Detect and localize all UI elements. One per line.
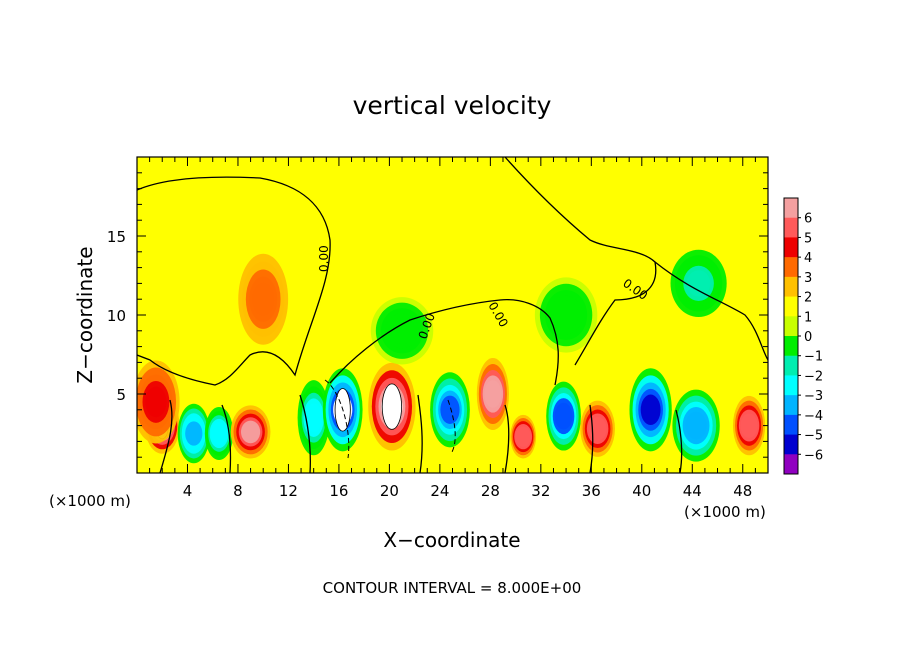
colorbar-swatch-7 (784, 336, 798, 357)
velocity-cell-11-ring-4 (515, 426, 531, 447)
x-unit-right: (×1000 m) (684, 503, 766, 521)
x-tick-label-48: 48 (733, 482, 752, 500)
axis-ticks (137, 157, 768, 473)
x-tick-label-24: 24 (430, 482, 449, 500)
velocity-cell-6-ring-4 (305, 403, 323, 432)
x-tick-label-12: 12 (279, 482, 298, 500)
colorbar-swatch-5 (784, 296, 798, 317)
y-axis-label: Z−coordinate (73, 246, 97, 383)
colorbar-swatch-9 (784, 375, 798, 396)
velocity-cell-17-ring-4 (740, 413, 758, 438)
chart-title: vertical velocity (353, 91, 552, 120)
x-tick-label-36: 36 (582, 482, 601, 500)
zero-contours (137, 157, 768, 473)
x-axis-label: X−coordinate (383, 528, 520, 552)
colorbar-labels: 6 5 4 3 2 1 0 −1 −2 −3 −4 −5 −6 (804, 212, 823, 464)
velocity-cell-2-ring-4 (185, 421, 203, 446)
colorbar-swatch-4 (784, 276, 798, 298)
x-tick-label-4: 4 (183, 482, 193, 500)
velocity-cell-8-core (381, 383, 403, 430)
velocity-cell-15-ring-4 (685, 411, 707, 440)
zero-contour-right (504, 157, 657, 366)
zero-contour-bottom (159, 394, 683, 473)
colorbar-label-3: 3 (804, 271, 812, 286)
velocity-cell-1-ring-4 (145, 386, 167, 418)
x-tick-label-28: 28 (481, 482, 500, 500)
colorbar-label-7: −1 (804, 350, 823, 365)
zero-contour-far-right (654, 261, 768, 361)
x-tick-label-44: 44 (683, 482, 702, 500)
colorbar-swatch-0 (784, 198, 798, 219)
zero-contour-left (137, 176, 331, 386)
y-tick-label-10: 10 (107, 307, 126, 325)
colorbar-swatch-1 (784, 217, 798, 238)
colorbar-label-2: 4 (804, 251, 812, 266)
velocity-cell-3-ring-4 (210, 422, 228, 445)
velocity-cell-4-ring-4 (240, 420, 261, 444)
y-tick-label-5: 5 (116, 386, 126, 404)
colorbar-swatch-6 (784, 316, 798, 337)
velocity-cell-18-ring-4 (389, 317, 415, 344)
colorbar-label-1: 5 (804, 231, 812, 246)
colorbar-label-12: −6 (804, 448, 823, 463)
velocity-cell-5-ring-4 (252, 282, 275, 316)
colorbar-swatch-11 (784, 414, 798, 436)
colorbar-swatch-2 (784, 237, 798, 258)
x-tick-label-16: 16 (329, 482, 348, 500)
colorbar-swatch-10 (784, 395, 798, 416)
velocity-cell-9-ring-4 (440, 395, 460, 425)
colorbar-label-4: 2 (804, 291, 812, 306)
colorbar (783, 197, 801, 475)
y-tick-label-15: 15 (107, 228, 126, 246)
y-tick-labels: 5 10 15 (107, 228, 126, 404)
colorbar-label-9: −3 (804, 389, 823, 404)
colorbar-swatch-8 (784, 355, 798, 376)
colorbar-swatch-13 (784, 454, 798, 475)
dashed-contour-a (324, 379, 350, 459)
contour-label-1: 0.00 (317, 245, 331, 272)
colorbar-label-5: 1 (804, 310, 812, 325)
dashed-contour-b (447, 399, 456, 453)
velocity-cell-10-ring-4 (484, 380, 502, 408)
colorbar-swatch-12 (784, 434, 798, 455)
x-tick-label-8: 8 (233, 482, 243, 500)
colorbar-swatch-3 (784, 257, 798, 278)
colorbar-label-10: −4 (804, 409, 823, 424)
velocity-cell-14-ring-4 (640, 394, 661, 426)
x-tick-label-32: 32 (531, 482, 550, 500)
colorbar-label-0: 6 (804, 212, 812, 227)
zero-contour-mid (329, 299, 559, 386)
x-tick-label-40: 40 (632, 482, 651, 500)
x-unit-left: (×1000 m) (49, 492, 131, 510)
velocity-cell-12-ring-4 (554, 402, 573, 430)
velocity-cell-13-ring-4 (588, 417, 607, 441)
plot-area (137, 157, 768, 473)
x-tick-labels: 4 8 12 16 20 24 28 32 36 40 44 48 (183, 482, 753, 500)
x-tick-label-20: 20 (380, 482, 399, 500)
contour-interval-note: CONTOUR INTERVAL = 8.000E+00 (323, 579, 582, 597)
colorbar-label-8: −2 (804, 369, 823, 384)
colorbar-label-6: 0 (804, 330, 812, 345)
velocity-cell-19-ring-4 (553, 300, 579, 330)
colorbar-label-11: −5 (804, 429, 823, 444)
velocity-cell-16-ring-4 (686, 270, 711, 297)
